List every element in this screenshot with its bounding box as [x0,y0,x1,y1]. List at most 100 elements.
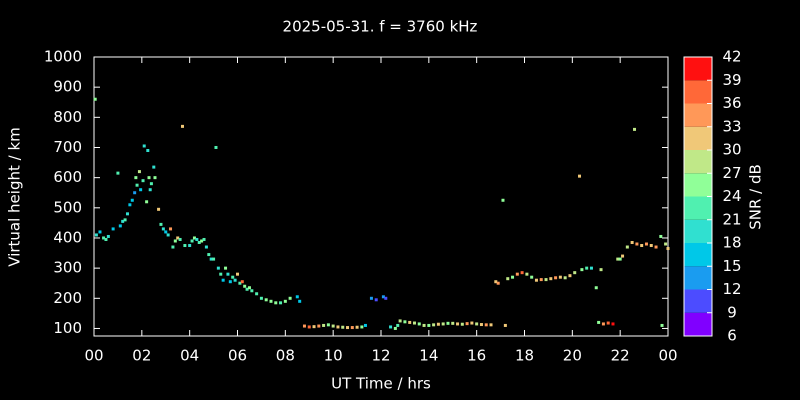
data-point [106,234,110,238]
data-point [475,322,479,326]
data-point [178,237,182,241]
x-tick-label: 20 [563,347,582,365]
colorbar-tick-label: 15 [722,257,741,275]
x-tick-label: 02 [132,347,151,365]
data-point [403,320,407,324]
data-point [597,320,601,324]
data-point [130,198,134,202]
data-point [192,236,196,240]
data-point [511,275,515,279]
data-point [350,326,354,330]
data-point [585,266,589,270]
data-point [666,247,670,251]
data-point [501,198,505,202]
data-point [180,124,184,128]
data-point [104,237,108,241]
colorbar-segment [684,103,712,127]
colorbar-tick-label: 33 [722,117,741,135]
data-point [153,176,157,180]
data-point [630,240,634,244]
data-point [633,127,637,131]
data-point [539,278,543,282]
data-point [214,145,218,149]
data-point [204,245,208,249]
data-point [197,240,201,244]
x-tick-label: 06 [228,347,247,365]
data-point [606,321,610,325]
data-point [381,295,385,299]
data-point [589,266,593,270]
data-point [432,323,436,327]
data-point [133,191,137,195]
data-point [209,257,213,261]
data-point [625,245,629,249]
data-point [635,242,639,246]
x-tick-label: 10 [324,347,343,365]
data-point [530,275,534,279]
colorbar-tick-label: 24 [722,187,741,205]
data-point [520,271,524,275]
data-point [336,325,340,329]
data-point [279,301,283,305]
data-point [307,325,311,329]
y-tick-label: 900 [53,78,82,96]
data-point [544,278,548,282]
data-point [247,286,251,290]
chart-title: 2025-05-31. f = 3760 kHz [283,18,478,36]
x-axis-label: UT Time / hrs [331,375,431,393]
data-point [128,203,132,207]
data-point [664,242,668,246]
y-tick-label: 300 [53,259,82,277]
data-point [121,219,125,223]
data-point [427,323,431,327]
data-point [621,254,625,258]
x-tick-label: 22 [611,347,630,365]
data-point [159,222,163,226]
data-point [396,323,400,327]
y-tick-label: 400 [53,228,82,246]
data-point [496,281,500,285]
data-point [355,325,359,329]
data-point [594,286,598,290]
data-point [164,230,168,234]
data-point [195,237,199,241]
data-point [141,179,145,183]
colorbar-segment [684,173,712,197]
data-point [142,144,146,148]
data-point [616,257,620,261]
data-point [341,325,345,329]
data-point [312,325,316,329]
data-point [484,323,488,327]
data-point [123,218,127,222]
data-point [176,236,180,240]
data-point [212,257,216,261]
colorbar-tick-label: 6 [727,327,737,345]
data-point [228,280,232,284]
data-point [456,322,460,326]
data-point [451,321,455,325]
colorbar-tick-label: 27 [722,164,741,182]
data-point [173,239,177,243]
y-axis-label: Virtual height / km [6,127,24,266]
data-point [207,253,211,257]
data-point [238,281,242,285]
data-point [384,296,388,300]
data-point [149,182,153,186]
data-point [346,326,350,330]
data-point [549,277,553,281]
data-point [436,322,440,326]
data-point [326,323,330,327]
data-point [322,323,326,327]
x-tick-label: 14 [419,347,438,365]
colorbar-segment [684,312,712,336]
data-point [288,296,292,300]
data-point [408,320,412,324]
data-point [134,176,138,180]
data-point [515,272,519,276]
data-point [200,239,204,243]
data-point [389,325,393,329]
data-point [644,242,648,246]
colorbar-segment [684,150,712,174]
data-point [145,200,149,204]
data-point [363,323,367,327]
